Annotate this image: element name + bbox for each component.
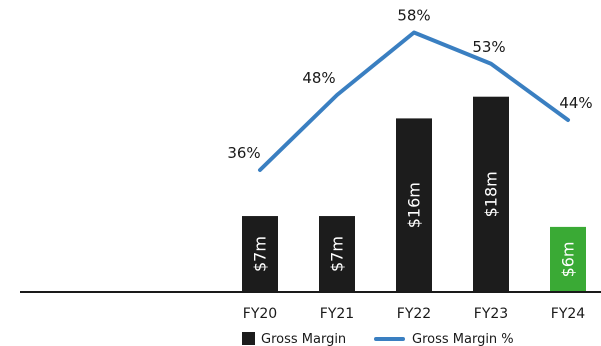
x-tick-label: FY24 xyxy=(551,306,586,322)
bar-fy22 xyxy=(396,118,432,293)
bar-fy20 xyxy=(242,216,278,292)
legend-swatch-gross-margin xyxy=(242,332,255,345)
x-axis-ticks: FY20 FY21 FY22 FY23 FY24 xyxy=(243,306,586,322)
gross-margin-pct-line xyxy=(258,30,570,172)
bar-value-label: $6m xyxy=(559,241,578,277)
bar-fy24 xyxy=(550,226,586,292)
pct-label-fy23: 53% xyxy=(472,38,505,56)
bar-fy23 xyxy=(473,96,509,292)
legend-label-gross-margin: Gross Margin xyxy=(261,332,346,346)
bar-value-label: $18m xyxy=(482,171,501,217)
pct-label-fy20: 36% xyxy=(227,144,260,162)
line-series: 36% 48% 58% 53% 44% xyxy=(227,7,593,172)
bar-fy21 xyxy=(319,216,355,292)
legend: Gross Margin Gross Margin % xyxy=(242,332,514,346)
x-tick-label: FY20 xyxy=(243,306,277,322)
x-tick-label: FY23 xyxy=(474,306,508,322)
bar-value-label: $16m xyxy=(405,182,424,228)
bar-series: $7m $7m $16m $18m $6m xyxy=(242,96,586,293)
x-tick-label: FY22 xyxy=(397,306,431,322)
pct-label-fy21: 48% xyxy=(302,69,335,87)
pct-label-fy24: 44% xyxy=(559,94,592,112)
bar-value-label: $7m xyxy=(328,236,347,272)
x-tick-label: FY21 xyxy=(320,306,354,322)
pct-label-fy22: 58% xyxy=(397,7,430,25)
bar-value-label: $7m xyxy=(251,236,270,272)
legend-label-gross-margin-pct: Gross Margin % xyxy=(412,332,514,346)
